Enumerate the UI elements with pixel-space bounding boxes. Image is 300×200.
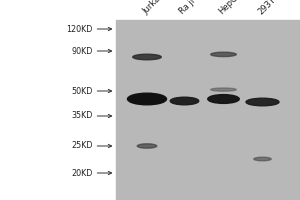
Ellipse shape [208, 95, 239, 103]
Ellipse shape [246, 98, 279, 106]
Text: Jurkat: Jurkat [141, 0, 164, 16]
Text: 120KD: 120KD [67, 24, 93, 33]
Text: 20KD: 20KD [72, 168, 93, 178]
Ellipse shape [170, 97, 199, 105]
Text: 35KD: 35KD [72, 111, 93, 120]
Ellipse shape [137, 144, 157, 148]
Ellipse shape [211, 52, 236, 57]
Ellipse shape [128, 93, 167, 105]
Ellipse shape [133, 54, 161, 60]
Text: Ra ji: Ra ji [178, 0, 197, 16]
Text: HepG2: HepG2 [217, 0, 244, 16]
Ellipse shape [211, 88, 236, 91]
Text: 90KD: 90KD [72, 46, 93, 55]
Text: 293T: 293T [256, 0, 277, 16]
Text: 50KD: 50KD [72, 86, 93, 96]
Ellipse shape [254, 157, 271, 161]
Bar [116, 20, 300, 200]
Text: 25KD: 25KD [71, 142, 93, 150]
